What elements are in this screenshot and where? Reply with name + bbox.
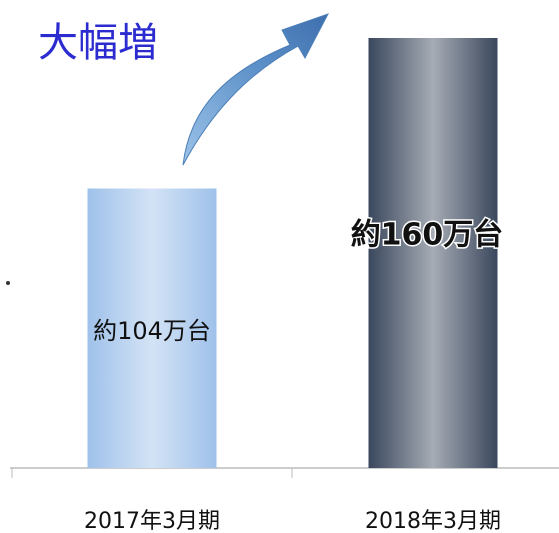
x-tick-label: 2017年3月期 (84, 509, 220, 533)
x-tick-label: 2018年3月期 (365, 509, 501, 533)
bar-shine (368, 38, 498, 468)
growth-arrow (182, 13, 330, 166)
annotation: 大幅増 (38, 20, 158, 66)
value-label: 約160万台 (351, 218, 504, 253)
dot (6, 281, 10, 285)
bar-shine (87, 188, 217, 468)
value-label: 約104万台 (93, 317, 211, 345)
